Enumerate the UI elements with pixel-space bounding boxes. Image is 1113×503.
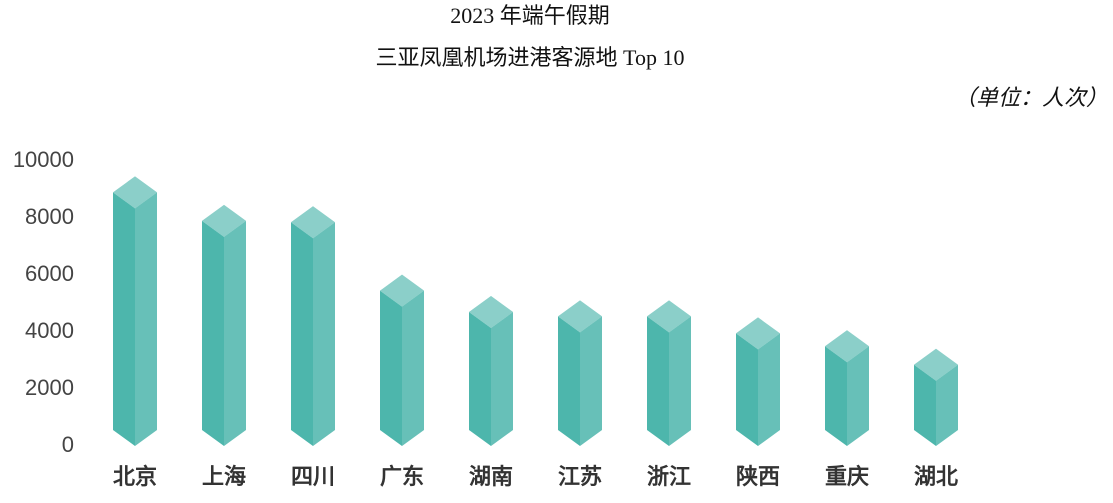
bar-right-face [313, 222, 335, 446]
bar-top-shade [914, 348, 958, 381]
x-tick-label: 江苏 [558, 464, 602, 489]
bar-left-face [291, 222, 313, 446]
x-tick-label: 陕西 [736, 464, 780, 489]
x-tick-label: 四川 [291, 464, 335, 489]
bar-right-face [224, 220, 246, 446]
y-tick-label: 0 [62, 432, 74, 457]
y-tick-label: 2000 [25, 375, 74, 400]
y-tick-label: 10000 [13, 147, 74, 172]
chart-title: 2023 年端午假期 [450, 3, 610, 28]
bar-top-shade [202, 204, 246, 237]
bar-top-face [380, 274, 424, 307]
x-tick-label: 浙江 [647, 464, 691, 489]
bar-right-shade [758, 333, 780, 446]
y-tick-label: 6000 [25, 261, 74, 286]
bar-right-shade [313, 222, 335, 446]
y-tick-label: 8000 [25, 204, 74, 229]
bar [825, 330, 869, 446]
bar-top-shade [380, 274, 424, 307]
bar-top-face [825, 330, 869, 363]
x-tick-label: 北京 [113, 464, 157, 489]
bar-right-shade [135, 192, 157, 446]
bar-top-face [914, 348, 958, 381]
y-tick-label: 4000 [25, 318, 74, 343]
bar-top-shade [558, 300, 602, 333]
bar [469, 296, 513, 446]
chart-subtitle: 三亚凤凰机场进港客源地 Top 10 [376, 45, 685, 70]
x-tick-label: 广东 [380, 464, 424, 489]
bar-right-shade [669, 316, 691, 446]
bar-right-face [135, 192, 157, 446]
bar-right-shade [936, 364, 958, 446]
bar-top-face [647, 300, 691, 333]
bar-left-face [202, 220, 224, 446]
bar [113, 176, 157, 446]
bar-left-face [647, 316, 669, 446]
bar-top-face [113, 176, 157, 209]
bar [647, 300, 691, 446]
bar-left-face [113, 192, 135, 446]
bar-right-face [402, 290, 424, 446]
bar [291, 206, 335, 446]
bar-right-face [669, 316, 691, 446]
bar [380, 274, 424, 446]
bar [558, 300, 602, 446]
bar-top-face [469, 296, 513, 329]
bar-right-shade [580, 316, 602, 446]
bar-top-shade [113, 176, 157, 209]
bar-top-face [202, 204, 246, 237]
bar-right-face [936, 364, 958, 446]
bar-left-face [469, 312, 491, 446]
bar-top-shade [736, 317, 780, 350]
bar-top-face [736, 317, 780, 350]
bar-left-face [380, 290, 402, 446]
bar-left-face [558, 316, 580, 446]
bar-right-shade [224, 220, 246, 446]
bar-right-shade [402, 290, 424, 446]
x-tick-label: 重庆 [825, 464, 869, 489]
bar-top-shade [469, 296, 513, 329]
bar-top-shade [647, 300, 691, 333]
bar [202, 204, 246, 446]
bar-right-face [758, 333, 780, 446]
bar-left-face [736, 333, 758, 446]
bar-left-face [914, 364, 936, 446]
bar-top-face [558, 300, 602, 333]
bar-right-face [491, 312, 513, 446]
bar-right-face [580, 316, 602, 446]
bar-right-face [847, 346, 869, 446]
bar-top-face [291, 206, 335, 239]
bar-top-shade [291, 206, 335, 239]
x-tick-label: 上海 [202, 464, 246, 489]
bar-left-face [825, 346, 847, 446]
bar [736, 317, 780, 446]
bar-right-shade [491, 312, 513, 446]
bar [914, 348, 958, 446]
x-tick-label: 湖南 [469, 464, 513, 489]
bar-top-shade [825, 330, 869, 363]
x-tick-label: 湖北 [914, 464, 958, 489]
bar-right-shade [847, 346, 869, 446]
unit-label: （单位：人次） [954, 85, 1108, 110]
